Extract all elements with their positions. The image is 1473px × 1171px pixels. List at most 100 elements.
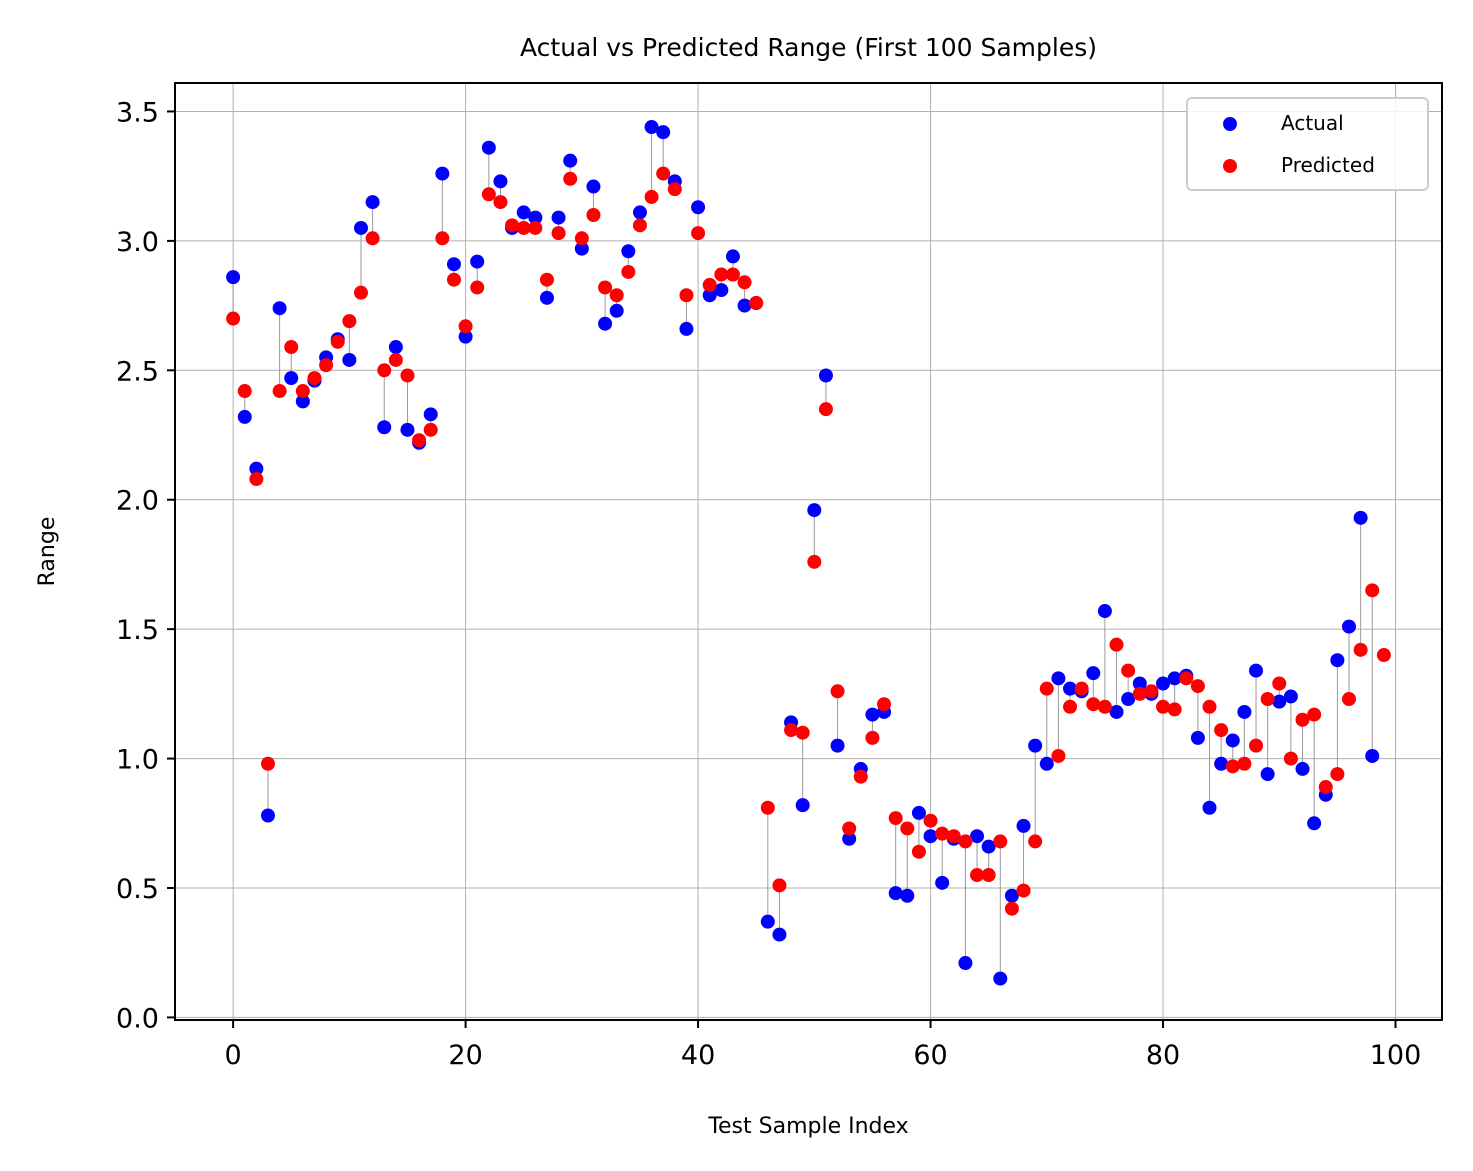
actual-point	[272, 301, 287, 316]
actual-point	[1307, 816, 1322, 831]
predicted-point	[946, 829, 961, 844]
predicted-point	[888, 811, 903, 826]
predicted-point	[667, 182, 682, 197]
actual-point	[1109, 704, 1124, 719]
y-tick-label: 2.0	[116, 486, 159, 517]
actual-point	[1237, 704, 1252, 719]
y-tick-label: 1.0	[116, 745, 159, 776]
predicted-point	[539, 272, 554, 287]
actual-point	[446, 257, 461, 272]
predicted-point	[319, 358, 334, 373]
actual-point	[1086, 666, 1101, 681]
predicted-point	[877, 697, 892, 712]
predicted-point	[656, 166, 671, 181]
predicted-point	[993, 834, 1008, 849]
y-tick-label: 3.5	[116, 97, 159, 128]
actual-point	[644, 120, 659, 135]
actual-point	[1156, 676, 1171, 691]
actual-point	[970, 829, 985, 844]
predicted-point	[493, 195, 508, 210]
predicted-point	[226, 311, 241, 326]
actual-point	[679, 321, 694, 336]
predicted-point	[598, 280, 613, 295]
predicted-point	[400, 368, 415, 383]
actual-point	[1283, 689, 1298, 704]
x-axis-title: Test Sample Index	[707, 1114, 908, 1139]
predicted-point	[342, 314, 357, 329]
predicted-point	[807, 554, 822, 569]
actual-point	[691, 200, 706, 215]
actual-point	[714, 283, 729, 298]
actual-point	[1028, 738, 1043, 753]
predicted-point	[621, 264, 636, 279]
predicted-point	[1237, 756, 1252, 771]
actual-point	[528, 210, 543, 225]
y-tick-label: 2.5	[116, 356, 159, 387]
x-tick-label: 0	[225, 1040, 242, 1071]
actual-point	[388, 340, 403, 355]
predicted-point	[1190, 679, 1205, 694]
actual-point	[423, 407, 438, 422]
y-tick-label: 1.5	[116, 615, 159, 646]
actual-point	[865, 707, 880, 722]
predicted-point	[981, 868, 996, 883]
actual-point	[656, 125, 671, 140]
predicted-point	[1342, 692, 1357, 707]
actual-point	[981, 839, 996, 854]
predicted-point	[284, 340, 299, 355]
predicted-point	[1260, 692, 1275, 707]
actual-point	[1249, 663, 1264, 678]
predicted-point	[1109, 637, 1124, 652]
actual-point	[1342, 619, 1357, 634]
predicted-point	[1365, 583, 1380, 598]
predicted-point	[830, 684, 845, 699]
legend: Actual Predicted	[1186, 97, 1429, 191]
predicted-point	[609, 288, 624, 303]
legend-label-actual: Actual	[1281, 111, 1344, 135]
actual-point	[958, 956, 973, 971]
predicted-point	[853, 769, 868, 784]
actual-point	[342, 352, 357, 367]
predicted-point	[551, 226, 566, 241]
predicted-point	[1353, 642, 1368, 657]
actual-point	[551, 210, 566, 225]
predicted-point	[505, 218, 520, 233]
predicted-point	[574, 231, 589, 246]
y-tick-label: 0.5	[116, 874, 159, 905]
predicted-point	[377, 363, 392, 378]
predicted-point	[516, 220, 531, 235]
actual-point	[702, 288, 717, 303]
actual-point	[458, 329, 473, 344]
actual-point	[795, 798, 810, 813]
actual-point	[1063, 681, 1078, 696]
predicted-point	[795, 725, 810, 740]
actual-point	[1039, 756, 1054, 771]
actual-point	[400, 422, 415, 437]
predicted-point	[586, 208, 601, 223]
actual-point	[1272, 694, 1287, 709]
predicted-point	[260, 756, 275, 771]
predicted-point	[353, 285, 368, 300]
predicted-point	[563, 171, 578, 186]
actual-point	[760, 914, 775, 929]
predicted-point	[423, 422, 438, 437]
predicted-point	[481, 187, 496, 202]
predicted-point	[1167, 702, 1182, 717]
predicted-point	[714, 267, 729, 282]
actual-point	[993, 971, 1008, 986]
predicted-point	[1074, 681, 1089, 696]
actual-point	[842, 831, 857, 846]
predicted-point	[458, 319, 473, 334]
predicted-point	[272, 384, 287, 399]
actual-point	[260, 808, 275, 823]
actual-point	[481, 140, 496, 155]
predicted-point	[1004, 901, 1019, 916]
predicted-point	[818, 402, 833, 417]
predicted-point	[295, 384, 310, 399]
actual-point	[1225, 733, 1240, 748]
actual-point	[516, 205, 531, 220]
predicted-point	[923, 813, 938, 828]
y-tick-label: 3.0	[116, 227, 159, 258]
